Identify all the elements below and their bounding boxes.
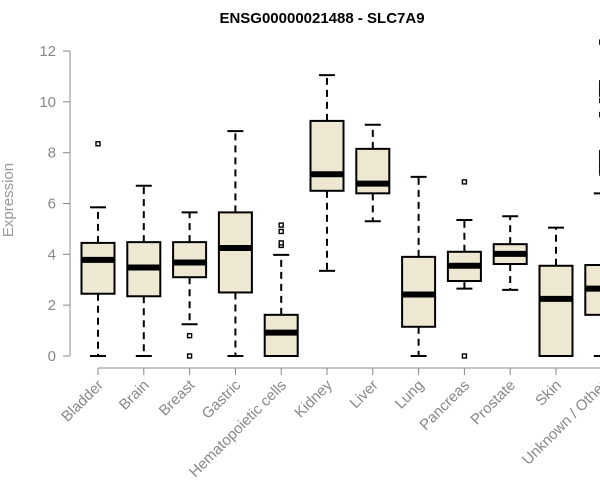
y-tick-label: 8 [48,145,56,162]
x-tick-label: Gastric [199,376,245,422]
box-group [446,179,482,359]
box-group [217,130,253,357]
y-tick-label: 2 [48,297,56,314]
x-tick-label: Prostate [467,377,519,429]
box-group [355,123,391,223]
box-group [401,175,437,357]
iqr-box [309,119,345,192]
y-tick-label: 0 [48,348,56,365]
y-axis-label: Expression [0,163,17,237]
outlier-point [95,141,101,147]
box-group [126,184,162,357]
x-tick-label: Skin [532,377,565,410]
box-group [80,141,116,357]
y-tick-label: 4 [48,246,56,263]
chart-title: ENSG00000021488 - SLC7A9 [219,10,424,27]
x-tick-label: Kidney [291,376,336,421]
iqr-box [538,264,574,358]
outlier-point [278,228,284,235]
y-tick-label: 10 [39,94,56,111]
boxes-layer [80,39,600,359]
box-group [538,226,574,358]
box-group [172,211,208,359]
box-group [584,39,600,357]
outlier-point [186,332,193,339]
x-tick-label: Brain [116,377,153,414]
x-tick-label: Lung [392,377,428,413]
x-tick-label: Liver [347,377,382,412]
iqr-box [217,211,253,294]
iqr-box [80,241,116,295]
outlier-point [461,179,468,185]
x-tick-label: Breast [156,376,199,419]
outlier-point [461,353,468,359]
box-group [309,74,345,272]
outlier-point [278,240,284,246]
box-group [263,222,299,358]
y-axis: 0 2 4 6 8 10 12 [39,43,71,365]
x-tick-label: Pancreas [416,377,473,434]
box-group [492,215,528,291]
outlier-point [278,222,284,228]
outlier-point [186,353,193,359]
y-tick-label: 6 [48,196,56,213]
y-tick-label: 12 [39,43,56,60]
x-tick-label: Bladder [58,377,107,426]
